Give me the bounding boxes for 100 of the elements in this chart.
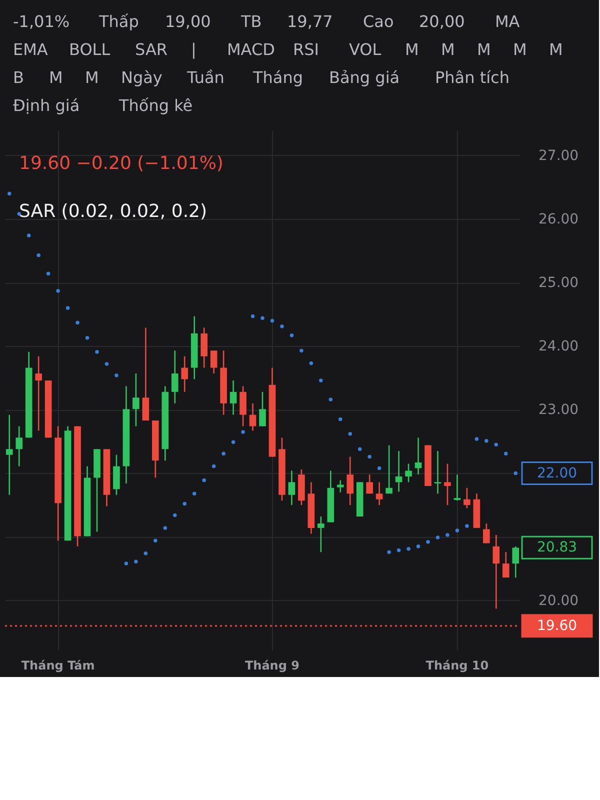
candlestick: [6, 414, 13, 496]
candlestick: [444, 463, 451, 506]
candlestick: [454, 474, 461, 502]
candlestick: [181, 356, 188, 393]
candlestick: [414, 437, 422, 476]
text: Định giá: [13, 96, 80, 115]
candlestick: [240, 386, 246, 427]
point: [290, 333, 294, 338]
y-tick-label: 27.00: [538, 148, 579, 164]
text: 19,00: [165, 12, 211, 31]
candlestick: [259, 391, 266, 427]
point: [182, 502, 186, 506]
point: [436, 536, 440, 540]
text: RSI: [293, 40, 319, 59]
point: [416, 544, 420, 548]
candlestick: [142, 327, 150, 422]
text: -1,01%: [13, 12, 70, 31]
text: MA: [495, 12, 520, 31]
text: Ngày: [121, 68, 162, 87]
text: Tháng: [252, 68, 304, 87]
point: [85, 336, 90, 340]
point: [504, 452, 508, 456]
text: Thống kê: [118, 96, 193, 115]
point: [56, 288, 60, 293]
point: [163, 526, 168, 530]
x-tick-label: Tháng Tám: [21, 658, 95, 672]
point: [66, 306, 70, 310]
text: Bảng giá: [329, 68, 400, 87]
point: [95, 350, 99, 354]
point: [309, 361, 314, 366]
candlestick: [171, 350, 178, 404]
text: M: [513, 40, 527, 59]
candlestick: [434, 450, 442, 494]
text: SAR (0.02, 0.02, 0.2): [19, 201, 208, 222]
text: B: [13, 68, 24, 87]
candlestick: [336, 480, 344, 493]
point: [104, 362, 109, 366]
point: [494, 442, 498, 447]
text: TB: [240, 12, 262, 31]
x-tick-label: Tháng 10: [426, 658, 489, 672]
candlestick: [35, 356, 42, 432]
text: VOL: [349, 40, 382, 59]
text: 20,00: [419, 12, 465, 31]
candlestick: [230, 380, 237, 416]
point: [8, 192, 12, 196]
point: [300, 348, 304, 352]
text: SAR: [135, 40, 168, 59]
point: [426, 540, 430, 544]
text: 19.60 −0.20 (−1.01%): [19, 153, 224, 174]
point: [387, 550, 391, 554]
text: Thấp: [98, 12, 139, 31]
candlestick: [210, 350, 218, 374]
point: [358, 447, 362, 451]
candlestick: [132, 372, 140, 427]
point: [396, 548, 401, 552]
point: [328, 398, 333, 402]
point: [377, 466, 382, 470]
point: [26, 234, 31, 238]
text: BOLL: [69, 40, 110, 59]
point: [348, 432, 352, 436]
point: [134, 560, 138, 564]
text: M: [85, 68, 99, 87]
candlestick: [318, 516, 324, 553]
candlestick: [483, 522, 490, 544]
text: M: [49, 68, 63, 87]
point: [260, 316, 264, 320]
x-tick-label: Tháng 9: [244, 658, 300, 672]
point: [484, 438, 488, 443]
point: [446, 533, 450, 537]
point: [514, 471, 518, 476]
point: [173, 513, 177, 518]
point: [114, 374, 118, 378]
text: Tuần: [186, 68, 224, 87]
candlestick: [512, 546, 520, 578]
candlestick: [464, 487, 470, 509]
text: EMA: [13, 40, 48, 59]
point: [124, 562, 128, 566]
point: [368, 454, 372, 459]
candlestick: [200, 327, 208, 368]
point: [280, 324, 284, 328]
text: |: [191, 40, 196, 59]
y-tick-label: 23.00: [538, 402, 579, 418]
point: [154, 538, 158, 543]
text: M: [405, 40, 419, 59]
point: [76, 320, 80, 324]
candlestick: [395, 450, 402, 492]
point: [474, 437, 479, 441]
candlestick: [492, 534, 500, 610]
text: Cao: [363, 12, 394, 31]
text: 19,77: [287, 12, 333, 31]
candlestick: [502, 551, 510, 578]
point: [192, 492, 196, 496]
point: [212, 464, 216, 468]
candlestick: [376, 482, 383, 506]
point: [46, 272, 50, 276]
candlestick: [386, 444, 392, 494]
point: [36, 253, 40, 258]
point: [338, 417, 342, 422]
point: [465, 524, 469, 528]
point: [231, 440, 236, 444]
